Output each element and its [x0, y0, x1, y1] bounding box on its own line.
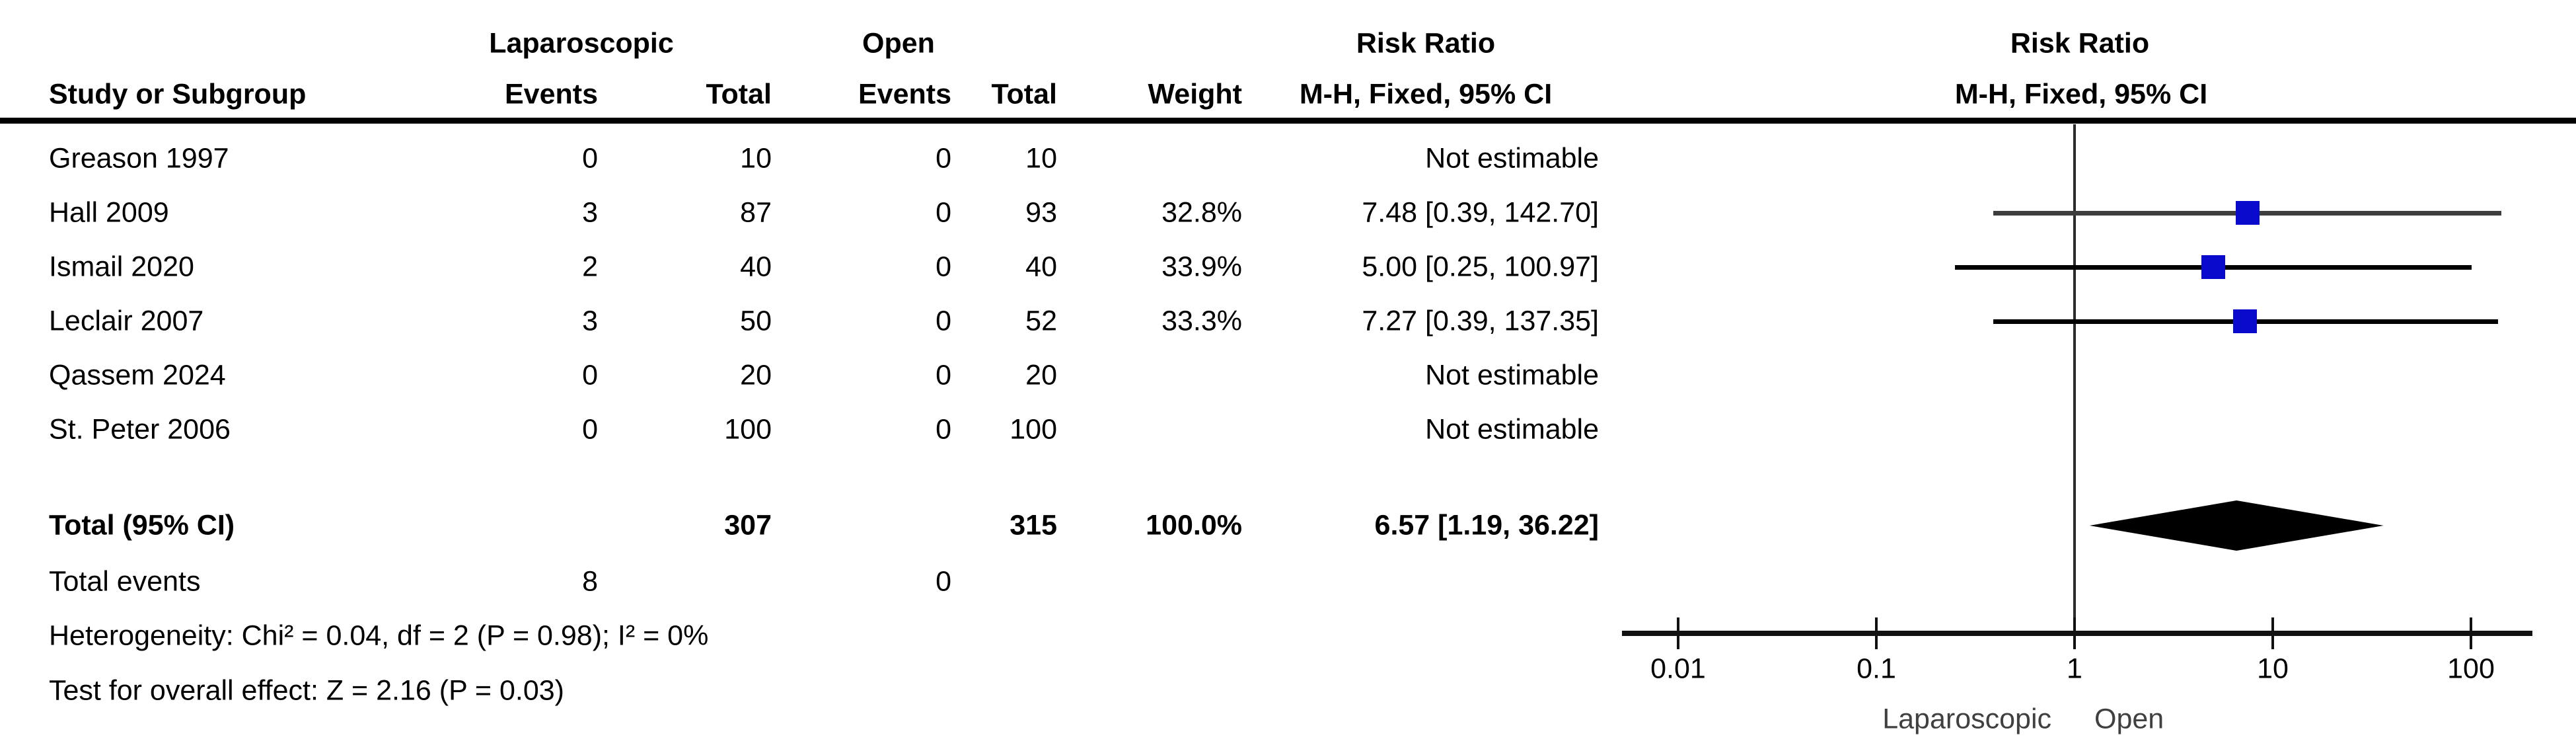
study-total-laparoscopic: 40 [740, 251, 772, 283]
column-header-study: Study or Subgroup [49, 78, 307, 110]
axis-tick [2470, 617, 2472, 649]
study-effect-estimate: 5.00 [0.25, 100.97] [1362, 251, 1599, 283]
axis-tick [2271, 617, 2274, 649]
study-total-open: 100 [1010, 413, 1057, 446]
axis-tick-label: 100 [2447, 653, 2495, 685]
study-effect-estimate: 7.27 [0.39, 137.35] [1362, 305, 1599, 337]
study-weight: 32.8% [1161, 196, 1242, 229]
group1-header: Laparoscopic [489, 27, 674, 59]
study-total-laparoscopic: 100 [724, 413, 772, 446]
x-axis-line [1622, 631, 2532, 636]
study-events-laparoscopic: 3 [582, 196, 598, 229]
study-total-laparoscopic: 10 [740, 142, 772, 175]
study-events-laparoscopic: 0 [582, 142, 598, 175]
column-header-effect-plot: M-H, Fixed, 95% CI [1954, 78, 2208, 110]
axis-tick [1875, 617, 1878, 649]
study-name: Hall 2009 [49, 196, 169, 229]
axis-tick-label: 1 [2067, 653, 2082, 685]
group2-header: Open [862, 27, 935, 59]
study-total-laparoscopic: 50 [740, 305, 772, 337]
study-total-open: 40 [1025, 251, 1057, 283]
study-name: Qassem 2024 [49, 359, 226, 391]
study-weight: 33.3% [1161, 305, 1242, 337]
study-events-laparoscopic: 0 [582, 413, 598, 446]
axis-tick-label: 10 [2257, 653, 2289, 685]
axis-label-favours-laparoscopic: Laparoscopic [1882, 703, 2051, 735]
effect-square [2236, 201, 2260, 225]
study-events-open: 0 [936, 305, 951, 337]
study-name: Ismail 2020 [49, 251, 194, 283]
overall-effect-test: Test for overall effect: Z = 2.16 (P = 0… [49, 674, 564, 707]
heterogeneity-stats: Heterogeneity: Chi² = 0.04, df = 2 (P = … [49, 619, 709, 652]
study-events-laparoscopic: 2 [582, 251, 598, 283]
axis-tick [2073, 617, 2076, 649]
study-name: Greason 1997 [49, 142, 229, 175]
study-effect-estimate: Not estimable [1425, 359, 1599, 391]
effect-square [2201, 255, 2225, 279]
no-effect-line [2073, 124, 2076, 649]
column-header-effect-table: M-H, Fixed, 95% CI [1299, 78, 1553, 110]
study-events-open: 0 [936, 359, 951, 391]
study-events-open: 0 [936, 413, 951, 446]
summary-diamond [2089, 500, 2384, 551]
study-total-open: 52 [1025, 305, 1057, 337]
column-header-total-laparoscopic: Total [706, 78, 772, 110]
axis-tick [1677, 617, 1679, 649]
risk-ratio-header-plot: Risk Ratio [2010, 27, 2150, 59]
study-total-laparoscopic: 20 [740, 359, 772, 391]
axis-tick-label: 0.01 [1650, 653, 1706, 685]
header-separator [0, 118, 2576, 124]
axis-label-favours-open: Open [2094, 703, 2164, 735]
study-effect-estimate: Not estimable [1425, 413, 1599, 446]
study-events-open: 0 [936, 251, 951, 283]
study-events-open: 0 [936, 142, 951, 175]
axis-tick-label: 0.1 [1857, 653, 1896, 685]
column-header-events-open: Events [858, 78, 951, 110]
total-events-laparoscopic: 8 [582, 565, 598, 598]
study-total-open: 93 [1025, 196, 1057, 229]
study-events-open: 0 [936, 196, 951, 229]
study-weight: 33.9% [1161, 251, 1242, 283]
study-effect-estimate: 7.48 [0.39, 142.70] [1362, 196, 1599, 229]
total-row-total-open: 315 [1010, 509, 1057, 541]
column-header-events-laparoscopic: Events [504, 78, 598, 110]
study-total-open: 10 [1025, 142, 1057, 175]
study-name: Leclair 2007 [49, 305, 204, 337]
total-row-total-laparoscopic: 307 [724, 509, 772, 541]
total-events-label: Total events [49, 565, 201, 598]
effect-square [2233, 309, 2258, 333]
study-effect-estimate: Not estimable [1425, 142, 1599, 175]
column-header-weight: Weight [1148, 78, 1242, 110]
study-name: St. Peter 2006 [49, 413, 231, 446]
total-row-effect: 6.57 [1.19, 36.22] [1374, 509, 1599, 541]
column-header-total-open: Total [991, 78, 1057, 110]
study-events-laparoscopic: 3 [582, 305, 598, 337]
study-total-open: 20 [1025, 359, 1057, 391]
risk-ratio-header-table: Risk Ratio [1356, 27, 1496, 59]
study-total-laparoscopic: 87 [740, 196, 772, 229]
study-events-laparoscopic: 0 [582, 359, 598, 391]
total-row-weight: 100.0% [1146, 509, 1242, 541]
total-row-label: Total (95% CI) [49, 509, 235, 541]
total-events-open: 0 [936, 565, 951, 598]
